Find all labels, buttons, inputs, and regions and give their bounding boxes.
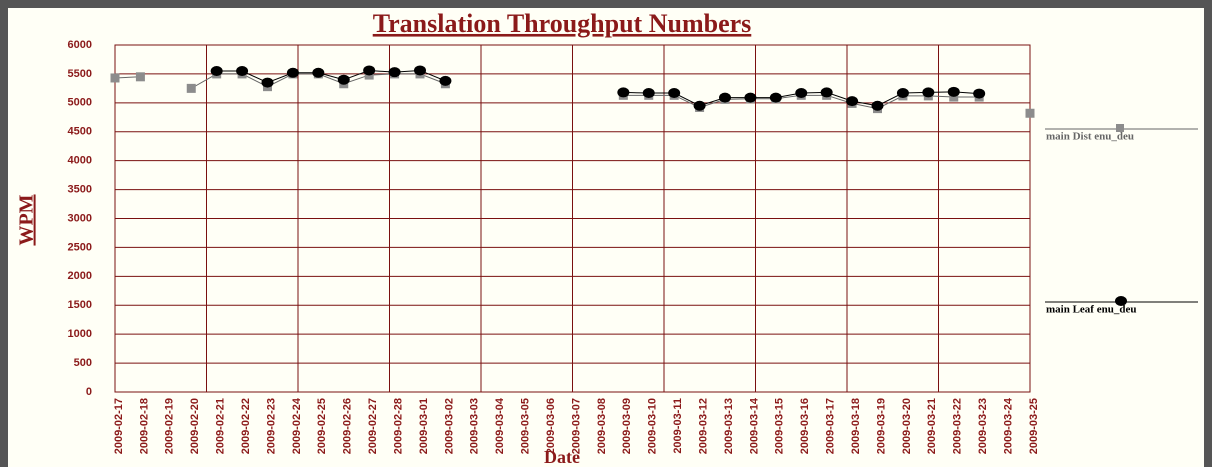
x-tick-label: 2009-03-13	[723, 398, 735, 454]
data-point	[820, 87, 833, 98]
data-point	[236, 66, 249, 77]
background	[8, 8, 1204, 467]
x-tick-label: 2009-03-19	[875, 398, 887, 454]
data-point	[186, 83, 196, 93]
x-tick-label: 2009-03-03	[469, 398, 481, 454]
data-point	[922, 87, 935, 98]
x-tick-label: 2009-02-17	[113, 398, 125, 454]
series-line	[216, 69, 446, 84]
y-tick-label: 6000	[68, 39, 92, 51]
data-point	[871, 100, 884, 111]
y-tick-label: 1000	[68, 328, 92, 340]
x-tick-label: 2009-03-21	[926, 398, 938, 454]
x-tick-label: 2009-02-22	[240, 398, 252, 454]
data-point	[261, 77, 274, 88]
x-tick-label: 2009-02-18	[138, 398, 150, 454]
x-tick-label: 2009-03-14	[748, 397, 760, 454]
x-tick-label: 2009-03-17	[825, 398, 837, 454]
data-point	[210, 66, 223, 77]
data-point	[846, 96, 859, 107]
x-tick-label: 2009-02-24	[291, 397, 303, 454]
data-point	[769, 92, 782, 103]
x-tick-label: 2009-02-21	[215, 398, 227, 454]
x-tick-label: 2009-03-25	[1028, 398, 1040, 454]
x-tick-label: 2009-03-02	[443, 398, 455, 454]
data-point	[337, 74, 350, 85]
x-tick-label: 2009-02-20	[189, 398, 201, 454]
x-tick-label: 2009-02-23	[265, 398, 277, 454]
data-point	[286, 67, 299, 78]
x-tick-label: 2009-03-24	[1002, 397, 1014, 454]
x-tick-label: 2009-03-20	[901, 398, 913, 454]
legend-marker	[1116, 124, 1124, 132]
x-tick-label: 2009-03-08	[596, 398, 608, 454]
data-point	[744, 92, 757, 103]
y-tick-label: 3000	[68, 212, 92, 224]
chart-title: Translation Throughput Numbers	[373, 9, 752, 38]
data-point	[1025, 108, 1035, 118]
data-point	[795, 88, 808, 99]
data-point	[617, 87, 630, 98]
data-point	[693, 100, 706, 111]
x-tick-label: 2009-03-15	[774, 398, 786, 454]
y-tick-label: 1500	[68, 299, 92, 311]
x-tick-label: 2009-02-28	[392, 398, 404, 454]
y-tick-label: 4000	[68, 155, 92, 167]
x-tick-label: 2009-03-11	[672, 398, 684, 454]
legend-label: main Leaf enu_deu	[1046, 304, 1136, 316]
data-point	[135, 72, 145, 82]
x-tick-label: 2009-03-23	[977, 398, 989, 454]
data-point	[947, 86, 960, 97]
x-tick-label: 2009-03-18	[850, 398, 862, 454]
data-point	[439, 75, 452, 86]
y-tick-label: 0	[86, 386, 92, 398]
legend-label: main Dist enu_deu	[1046, 131, 1134, 143]
data-point	[110, 73, 120, 83]
data-point	[312, 67, 325, 78]
x-tick-label: 2009-02-19	[164, 398, 176, 454]
x-tick-label: 2009-03-12	[697, 398, 709, 454]
x-tick-label: 2009-03-22	[952, 398, 964, 454]
x-tick-label: 2009-02-26	[342, 398, 354, 454]
y-tick-label: 5500	[68, 68, 92, 80]
legend-marker	[1115, 296, 1127, 306]
x-tick-label: 2009-02-27	[367, 398, 379, 454]
data-point	[642, 88, 655, 99]
x-tick-label: 2009-02-25	[316, 398, 328, 454]
data-point	[668, 88, 681, 99]
x-axis-label: Date	[544, 447, 580, 467]
data-point	[388, 67, 401, 78]
x-tick-label: 2009-03-10	[647, 398, 659, 454]
x-tick-label: 2009-03-07	[570, 398, 582, 454]
data-point	[973, 88, 986, 99]
y-tick-label: 2500	[68, 241, 92, 253]
data-point	[414, 65, 426, 76]
data-point	[896, 88, 909, 99]
x-tick-label: 2009-03-05	[520, 398, 532, 454]
x-tick-label: 2009-03-16	[799, 398, 811, 454]
y-tick-label: 500	[74, 357, 92, 369]
y-axis-label: WPM	[16, 194, 38, 245]
data-point	[949, 92, 959, 102]
data-point	[363, 65, 376, 76]
y-tick-label: 5000	[68, 97, 92, 109]
x-tick-label: 2009-03-01	[418, 398, 430, 454]
y-tick-label: 4500	[68, 126, 92, 138]
y-tick-label: 3500	[68, 183, 92, 195]
y-tick-label: 2000	[68, 270, 92, 282]
data-point	[719, 92, 731, 103]
x-tick-label: 2009-03-04	[494, 397, 506, 454]
x-tick-label: 2009-03-09	[621, 398, 633, 454]
x-tick-label: 2009-03-06	[545, 398, 557, 454]
